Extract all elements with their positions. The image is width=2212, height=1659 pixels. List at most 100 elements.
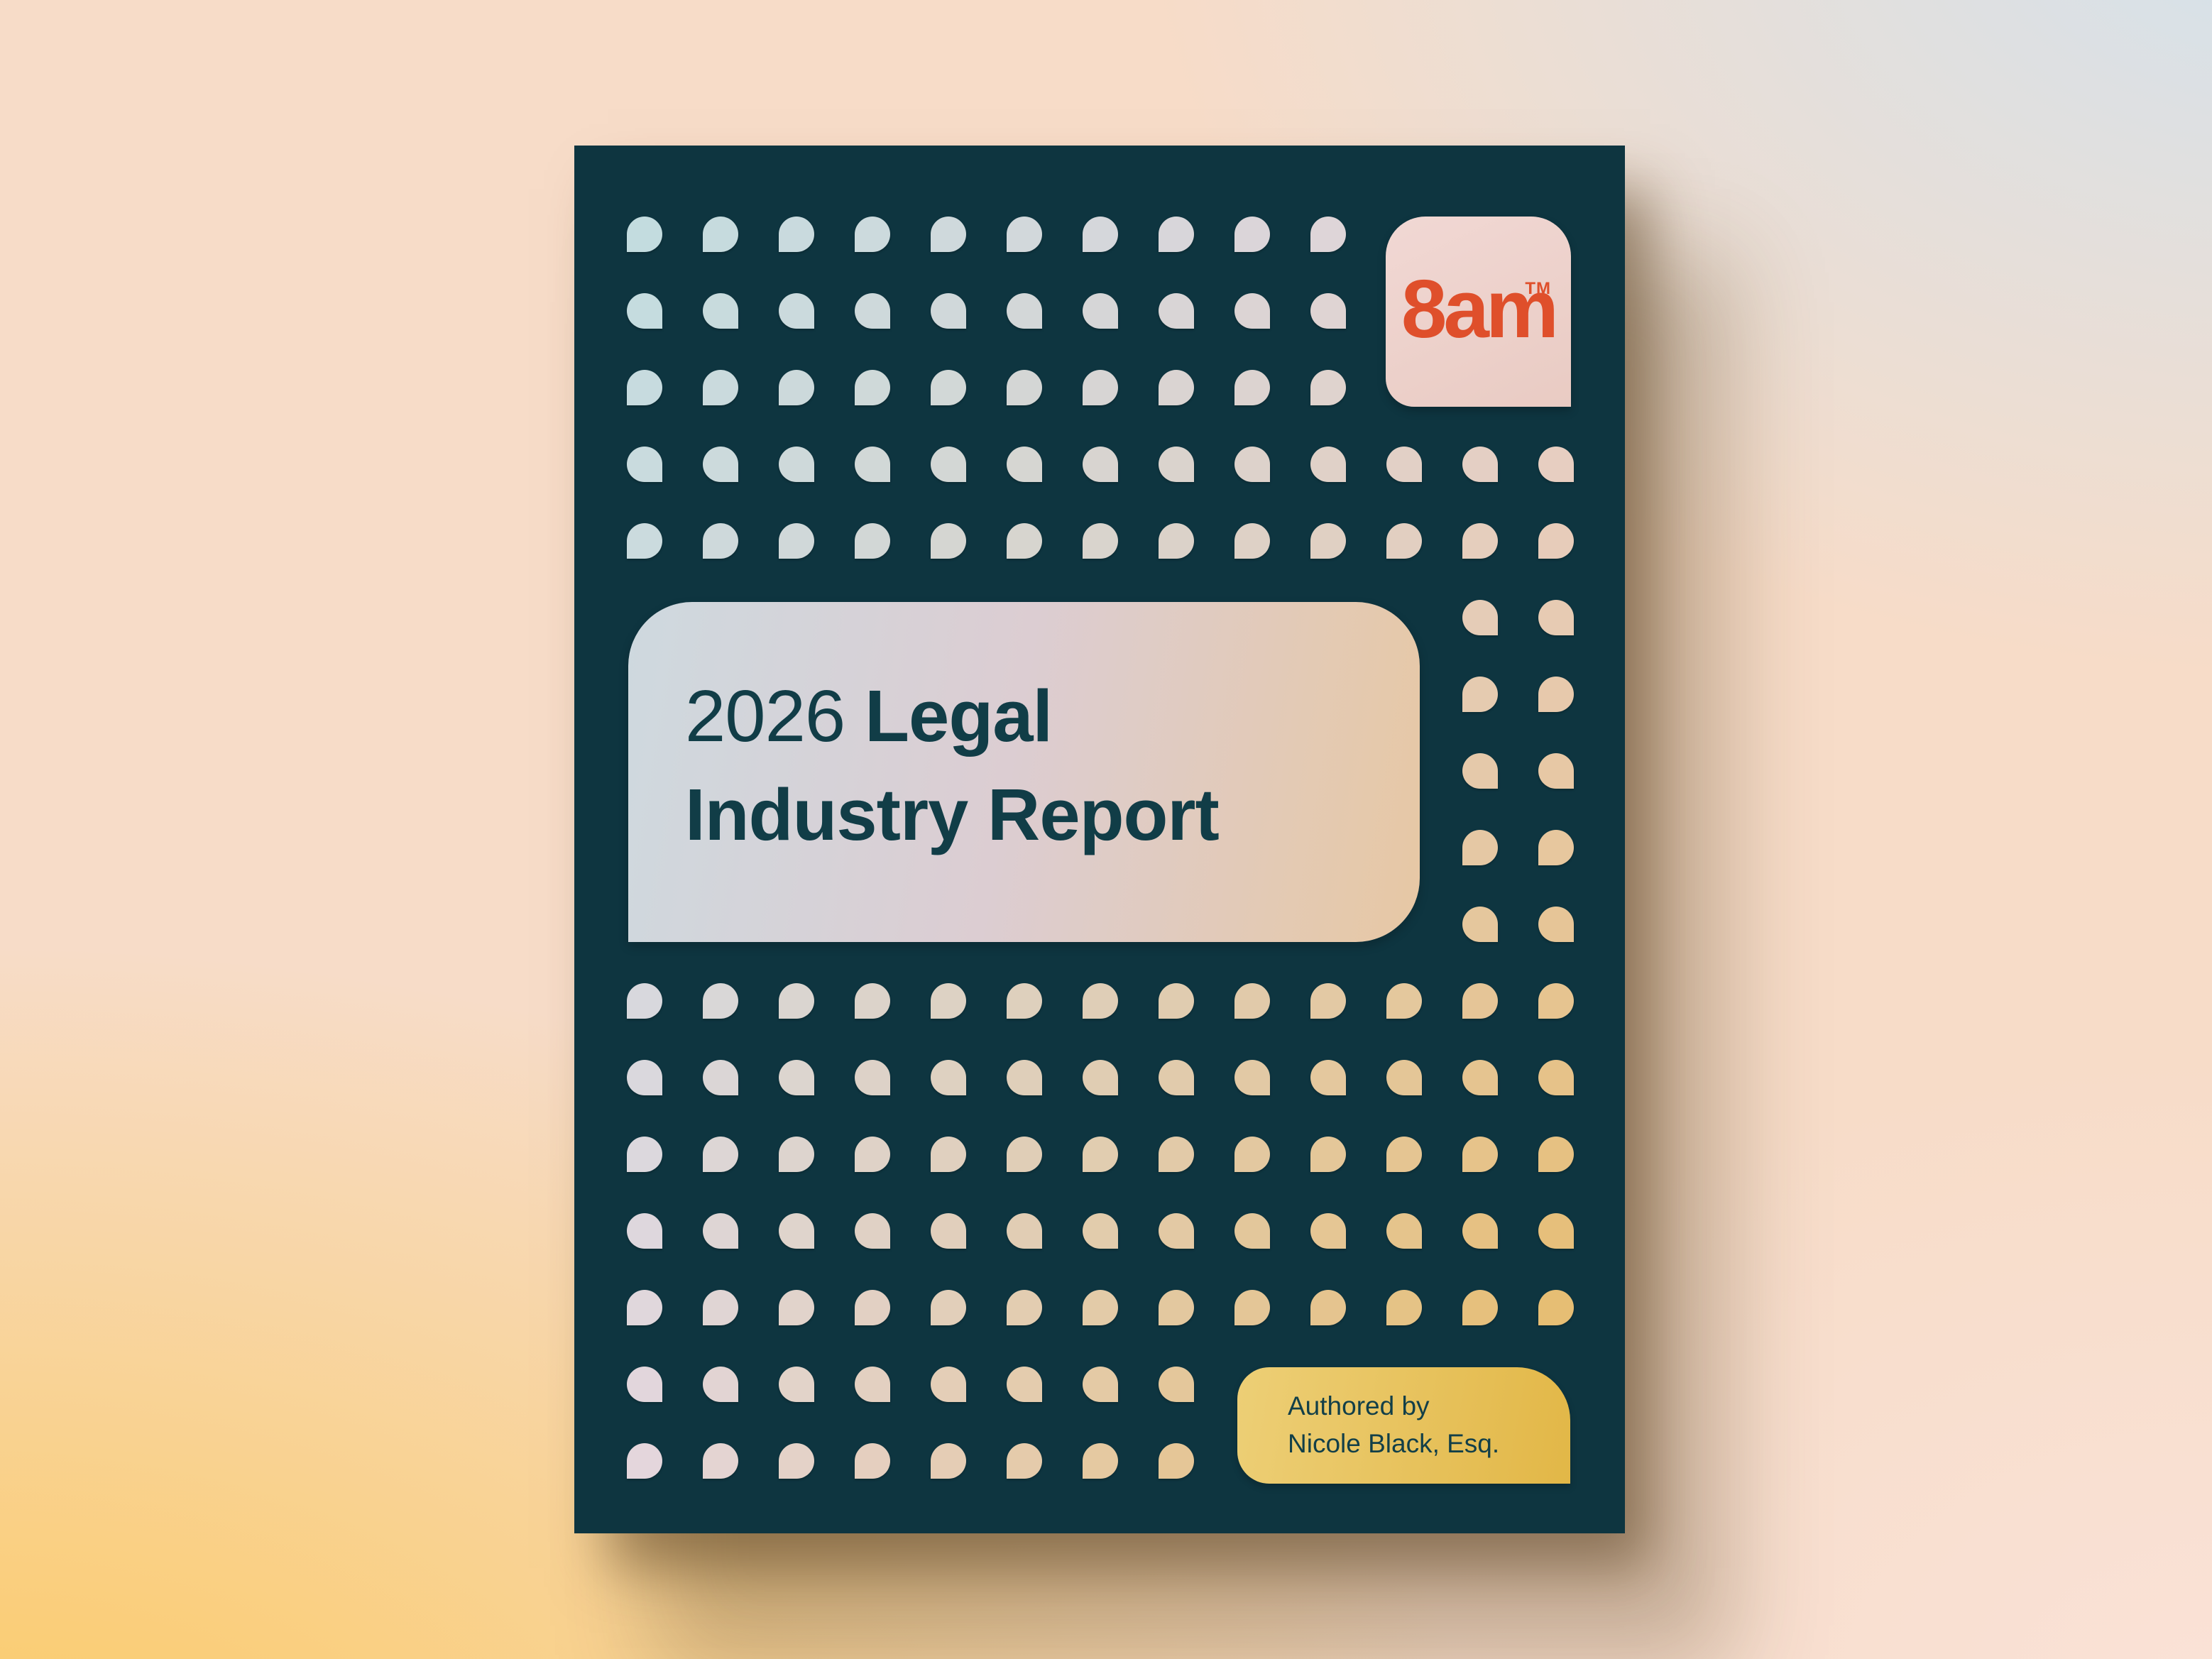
- droplet-dot: [1083, 1213, 1118, 1249]
- droplet-dot: [1007, 1443, 1042, 1479]
- droplet-dot: [1234, 447, 1270, 482]
- droplet-dot: [1234, 523, 1270, 559]
- droplet-dot: [1007, 983, 1042, 1019]
- droplet-dot: [855, 1137, 890, 1172]
- droplet-dot: [1386, 1060, 1422, 1095]
- droplet-dot: [1386, 523, 1422, 559]
- droplet-dot: [1462, 1060, 1498, 1095]
- droplet-dot: [1007, 293, 1042, 329]
- title-panel: 2026 Legal Industry Report: [628, 602, 1420, 942]
- title-line-1: 2026 Legal: [685, 667, 1377, 765]
- droplet-dot: [1310, 1290, 1346, 1325]
- droplet-dot: [1234, 370, 1270, 405]
- droplet-dot: [703, 217, 738, 252]
- droplet-dot: [1007, 370, 1042, 405]
- droplet-dot: [855, 370, 890, 405]
- droplet-dot: [1538, 1213, 1574, 1249]
- droplet-dot: [779, 447, 814, 482]
- droplet-dot: [1310, 1213, 1346, 1249]
- droplet-dot: [779, 293, 814, 329]
- droplet-dot: [1234, 983, 1270, 1019]
- logo-8am-wordmark: 8am: [1401, 263, 1559, 355]
- droplet-dot: [627, 447, 662, 482]
- droplet-dot: [931, 1443, 966, 1479]
- title-line-2: Industry Report: [685, 773, 1220, 855]
- droplet-dot: [1310, 293, 1346, 329]
- droplet-dot: [931, 523, 966, 559]
- droplet-dot: [1310, 983, 1346, 1019]
- droplet-dot: [855, 523, 890, 559]
- droplet-dot: [703, 1213, 738, 1249]
- droplet-dot: [1159, 983, 1194, 1019]
- droplet-dot: [1159, 217, 1194, 252]
- droplet-dot: [1310, 447, 1346, 482]
- droplet-dot: [1159, 1137, 1194, 1172]
- droplet-dot: [855, 983, 890, 1019]
- droplet-dot: [703, 1367, 738, 1402]
- droplet-dot: [779, 1137, 814, 1172]
- droplet-dot: [855, 1060, 890, 1095]
- droplet-dot: [627, 1137, 662, 1172]
- droplet-dot: [1159, 1213, 1194, 1249]
- droplet-dot: [627, 370, 662, 405]
- droplet-dot: [1310, 217, 1346, 252]
- droplet-dot: [1159, 1060, 1194, 1095]
- droplet-dot: [1234, 1213, 1270, 1249]
- droplet-dot: [855, 1213, 890, 1249]
- droplet-dot: [1007, 217, 1042, 252]
- droplet-dot: [627, 983, 662, 1019]
- droplet-dot: [703, 1290, 738, 1325]
- droplet-dot: [855, 217, 890, 252]
- page-title: 2026 Legal Industry Report: [628, 667, 1420, 863]
- droplet-dot: [1083, 1290, 1118, 1325]
- droplet-dot: [1234, 1060, 1270, 1095]
- droplet-dot: [703, 370, 738, 405]
- droplet-dot: [855, 1443, 890, 1479]
- droplet-dot: [931, 1290, 966, 1325]
- droplet-dot: [1538, 830, 1574, 865]
- droplet-dot: [1538, 447, 1574, 482]
- droplet-dot: [1462, 1213, 1498, 1249]
- droplet-dot: [1538, 907, 1574, 942]
- droplet-dot: [703, 1443, 738, 1479]
- droplet-dot: [1462, 1290, 1498, 1325]
- droplet-dot: [703, 1137, 738, 1172]
- droplet-dot: [627, 1443, 662, 1479]
- droplet-dot: [1083, 1060, 1118, 1095]
- droplet-dot: [1007, 447, 1042, 482]
- droplet-dot: [931, 293, 966, 329]
- droplet-dot: [1462, 907, 1498, 942]
- droplet-dot: [931, 1060, 966, 1095]
- droplet-dot: [931, 1367, 966, 1402]
- author-byline: Authored by: [1288, 1391, 1430, 1421]
- droplet-dot: [1083, 217, 1118, 252]
- droplet-dot: [1159, 1290, 1194, 1325]
- droplet-dot: [1386, 1290, 1422, 1325]
- droplet-dot: [1083, 1367, 1118, 1402]
- droplet-dot: [627, 523, 662, 559]
- droplet-dot: [1462, 983, 1498, 1019]
- droplet-dot: [1083, 293, 1118, 329]
- droplet-dot: [703, 447, 738, 482]
- droplet-dot: [703, 293, 738, 329]
- droplet-dot: [779, 1290, 814, 1325]
- droplet-dot: [1159, 1367, 1194, 1402]
- droplet-dot: [1007, 1290, 1042, 1325]
- droplet-dot: [627, 1060, 662, 1095]
- droplet-dot: [779, 1443, 814, 1479]
- droplet-dot: [1538, 1060, 1574, 1095]
- author-box: Authored by Nicole Black, Esq.: [1237, 1367, 1570, 1484]
- droplet-dot: [1462, 753, 1498, 789]
- droplet-dot: [1234, 293, 1270, 329]
- title-year: 2026: [685, 675, 845, 757]
- logo-box: 8am TM: [1386, 217, 1571, 407]
- droplet-dot: [931, 983, 966, 1019]
- droplet-dot: [1538, 1137, 1574, 1172]
- droplet-dot: [1538, 753, 1574, 789]
- droplet-dot: [1159, 523, 1194, 559]
- droplet-dot: [703, 1060, 738, 1095]
- droplet-dot: [1462, 1137, 1498, 1172]
- droplet-dot: [1462, 600, 1498, 635]
- droplet-dot: [627, 1213, 662, 1249]
